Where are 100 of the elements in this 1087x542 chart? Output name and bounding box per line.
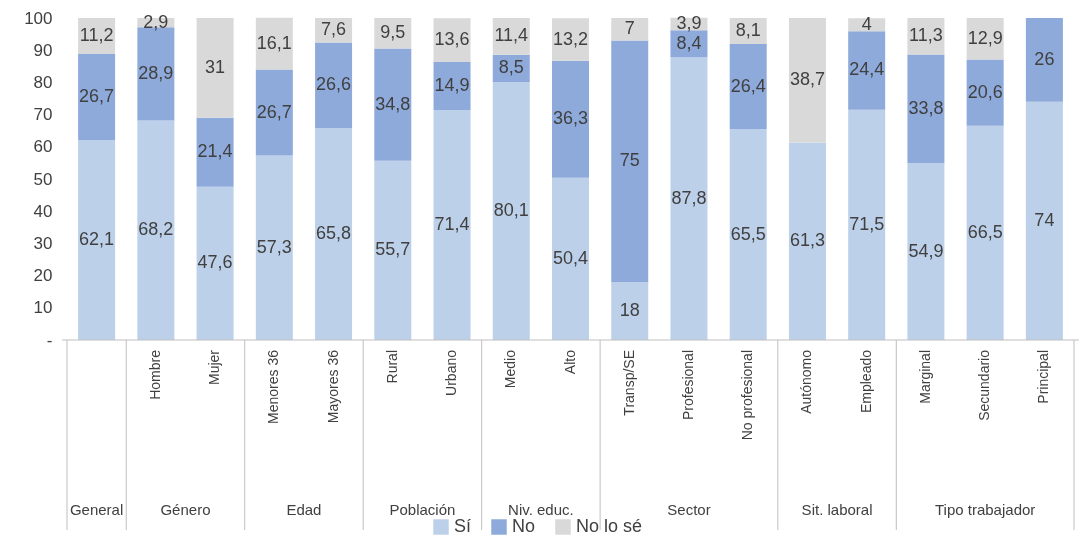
text: Sector xyxy=(667,501,711,518)
data-label: 47,6 xyxy=(197,252,233,273)
data-label: 7 xyxy=(624,18,635,39)
bar xyxy=(966,59,1004,126)
bar xyxy=(552,60,589,178)
bar xyxy=(374,48,412,161)
data-label: 8,1 xyxy=(735,20,761,41)
text: Población xyxy=(389,501,456,518)
y-tick-label: 10 xyxy=(33,298,53,318)
y-tick-label: 20 xyxy=(33,266,53,286)
data-label: 12,9 xyxy=(967,27,1003,48)
data-label: 65,5 xyxy=(730,223,766,244)
data-label: 4 xyxy=(861,13,872,34)
y-tick-label: 80 xyxy=(33,72,53,92)
data-label: 87,8 xyxy=(671,187,707,208)
bar xyxy=(611,282,649,340)
data-label: 26,4 xyxy=(730,75,766,96)
y-tick-label: 70 xyxy=(33,105,53,125)
data-label: 65,8 xyxy=(316,223,352,244)
x-tick-label: Medio xyxy=(502,349,519,389)
bar xyxy=(255,17,293,70)
bar xyxy=(78,54,116,141)
x-tick-label: No profesional xyxy=(739,350,756,441)
data-label: 26 xyxy=(1034,48,1055,69)
bar xyxy=(1025,18,1063,102)
data-label: 74 xyxy=(1034,209,1055,230)
data-label: 36,3 xyxy=(552,108,589,129)
bar xyxy=(137,120,175,340)
data-label: 26,6 xyxy=(316,74,352,95)
bar xyxy=(729,44,767,130)
data-label: 34,8 xyxy=(375,93,411,114)
data-label: 75 xyxy=(619,150,640,171)
data-label: 50,4 xyxy=(552,247,589,268)
data-label: 54,9 xyxy=(908,240,944,261)
bar xyxy=(315,128,353,340)
bar xyxy=(611,40,649,283)
y-tick-label: - xyxy=(46,330,53,350)
y-tick-label: 40 xyxy=(33,201,53,221)
bar xyxy=(611,18,649,41)
x-tick-label: Marginal xyxy=(916,350,933,404)
bar xyxy=(788,18,826,143)
bar xyxy=(1025,101,1063,340)
data-label: 71,5 xyxy=(849,213,885,234)
data-label: 13,6 xyxy=(434,29,470,50)
legend-label: Sí xyxy=(454,516,472,536)
data-label: 3,9 xyxy=(676,12,702,33)
data-label: 80,1 xyxy=(493,200,529,221)
data-label: 33,8 xyxy=(908,97,944,118)
data-label: 9,5 xyxy=(380,22,406,43)
legend-label: No xyxy=(512,516,536,536)
data-label: 11,4 xyxy=(494,25,529,46)
bar xyxy=(966,125,1004,340)
y-tick-label: 100 xyxy=(24,8,53,28)
x-tick-label: Alto xyxy=(561,349,578,375)
bar xyxy=(848,109,886,340)
legend-label: No lo sé xyxy=(576,516,643,536)
data-label: 7,6 xyxy=(321,19,347,40)
x-tick-label: Profesional xyxy=(679,350,696,421)
data-label: 61,3 xyxy=(789,230,825,251)
bar xyxy=(196,18,234,118)
text: Género xyxy=(160,501,211,518)
bar xyxy=(196,117,234,187)
data-label: 20,6 xyxy=(967,81,1003,102)
data-label: 57,3 xyxy=(256,236,292,257)
bar xyxy=(255,155,293,340)
y-tick-label: 60 xyxy=(33,137,53,157)
y-tick-label: 50 xyxy=(33,169,53,189)
x-tick-label: Mayores 36 xyxy=(324,349,341,424)
data-label: 68,2 xyxy=(138,219,174,240)
data-label: 28,9 xyxy=(138,62,174,83)
data-label: 66,5 xyxy=(967,221,1003,242)
x-tick-label: Principal xyxy=(1035,350,1052,404)
data-label: 24,4 xyxy=(849,59,885,80)
bar xyxy=(907,54,945,164)
data-label: 11,2 xyxy=(79,25,114,46)
bar xyxy=(552,177,589,340)
y-tick-label: 90 xyxy=(33,40,53,60)
data-label: 14,9 xyxy=(434,75,470,96)
text: General xyxy=(69,501,124,518)
data-label: 13,2 xyxy=(552,28,589,49)
data-label: 16,1 xyxy=(256,32,292,53)
bar xyxy=(374,160,412,340)
text: Edad xyxy=(286,501,322,518)
bar xyxy=(196,186,234,340)
x-tick-label: Hombre xyxy=(146,349,163,400)
text: Sit. laboral xyxy=(801,501,873,518)
x-tick-label: Menores 36 xyxy=(265,349,282,424)
y-tick-label: 30 xyxy=(33,233,53,253)
bar xyxy=(492,82,530,340)
data-label: 38,7 xyxy=(789,69,825,90)
x-tick-label: Mujer xyxy=(206,349,223,386)
data-label: 26,7 xyxy=(256,101,292,122)
data-label: 8,5 xyxy=(498,57,524,78)
data-label: 11,3 xyxy=(909,25,943,46)
data-label: 71,4 xyxy=(434,214,470,235)
bar xyxy=(433,110,471,340)
x-tick-label: Transp/SE xyxy=(620,350,637,416)
data-label: 21,4 xyxy=(197,141,233,162)
data-label: 62,1 xyxy=(79,229,115,250)
data-label: 31 xyxy=(205,56,226,77)
